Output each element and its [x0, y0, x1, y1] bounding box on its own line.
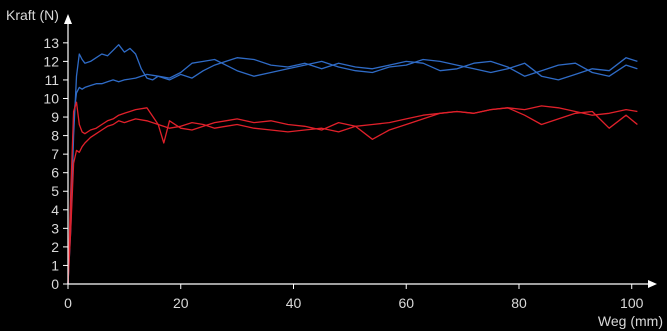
- x-axis-title: Weg (mm): [598, 313, 663, 329]
- y-tick-label: 9: [51, 109, 59, 125]
- x-axis-arrow: [648, 280, 657, 288]
- y-tick-label: 0: [51, 276, 59, 292]
- series-line-1: [67, 44, 638, 285]
- y-tick-label: 5: [51, 183, 59, 199]
- y-tick-label: 12: [43, 53, 59, 69]
- y-tick-label: 13: [43, 35, 59, 51]
- y-tick-label: 11: [44, 72, 59, 88]
- y-tick-label: 2: [51, 239, 59, 255]
- y-tick-label: 1: [51, 257, 59, 273]
- x-tick-label: 40: [286, 295, 302, 311]
- y-tick-label: 7: [51, 146, 59, 162]
- x-tick-label: 80: [511, 295, 527, 311]
- series-line-3: [67, 105, 638, 285]
- y-tick-label: 10: [43, 90, 59, 106]
- series-layer: [67, 44, 638, 285]
- series-line-4: [67, 101, 638, 285]
- y-tick-label: 3: [51, 220, 59, 236]
- y-tick-label: 8: [51, 128, 59, 144]
- y-tick-label: 4: [51, 202, 59, 218]
- y-tick-label: 6: [51, 165, 59, 181]
- x-tick-label: 0: [64, 295, 72, 311]
- axis-layer: [64, 14, 657, 288]
- x-tick-label: 20: [173, 295, 189, 311]
- x-tick-label: 100: [620, 295, 644, 311]
- x-tick-label: 60: [398, 295, 414, 311]
- series-line-2: [67, 57, 638, 285]
- y-axis-arrow: [64, 14, 72, 24]
- y-axis-title: Kraft (N): [6, 7, 59, 23]
